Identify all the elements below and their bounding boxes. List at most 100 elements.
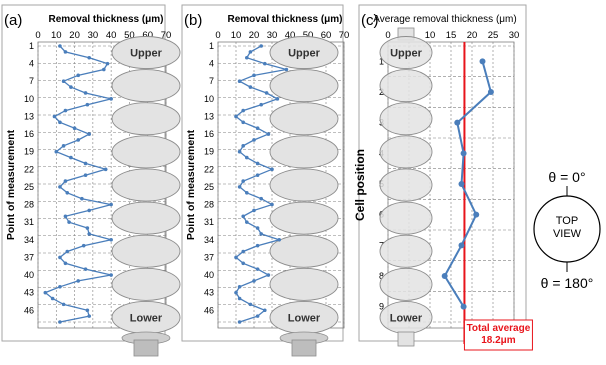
data-point [58, 185, 62, 189]
data-point [248, 85, 253, 89]
panel-label: (b) [184, 12, 202, 29]
y-axis-label: Point of measurement [185, 129, 197, 240]
data-point [85, 226, 90, 230]
data-point [237, 79, 242, 84]
x-tick-label: 60 [142, 30, 153, 41]
cavity-cell [379, 168, 433, 202]
y-tick-label: 34 [24, 235, 34, 245]
chart-title: Average removal thickness (μm) [373, 14, 516, 25]
data-point [72, 126, 77, 131]
data-point [52, 114, 57, 119]
x-tick-label: 10 [51, 30, 62, 41]
data-point [479, 58, 486, 65]
data-point [255, 126, 260, 131]
cavity-cell [379, 102, 433, 136]
data-point [58, 44, 62, 48]
data-point [255, 314, 260, 318]
data-point [454, 119, 461, 126]
data-point [234, 290, 238, 295]
data-point [241, 108, 245, 113]
y-tick-label: 46 [204, 305, 214, 315]
panel-b: (b) Removal thickness (μm) 0 10 20 30 40 50 60 70… [181, 4, 349, 357]
x-tick-label: 0 [385, 30, 390, 41]
data-point [263, 308, 267, 313]
y-tick-label: 31 [204, 217, 214, 227]
data-point [58, 120, 62, 125]
cavity-cell [111, 102, 181, 136]
x-tick-label: 30 [267, 30, 278, 41]
data-point [441, 273, 448, 279]
data-point [103, 167, 108, 172]
data-point [266, 132, 271, 136]
data-point [61, 144, 66, 148]
data-point [69, 155, 73, 160]
data-point [241, 179, 245, 183]
data-point [76, 73, 81, 78]
chart-title: Removal thickness (μm) [227, 14, 342, 25]
y-tick-label: 13 [204, 111, 214, 121]
y-tick-label: 46 [24, 305, 34, 315]
data-point [263, 61, 267, 66]
y-tick-label: 22 [204, 164, 214, 174]
data-point [67, 220, 71, 224]
data-point [255, 267, 260, 271]
data-point [83, 161, 88, 166]
data-point [234, 114, 238, 119]
y-tick-label: 9 [379, 302, 384, 312]
cavity-cell [379, 69, 433, 103]
beam-pipe [133, 339, 159, 357]
data-point [81, 243, 86, 248]
data-point [460, 150, 467, 157]
data-point [458, 242, 465, 249]
data-point [259, 44, 264, 48]
y-tick-label: 22 [24, 164, 34, 174]
y-tick-label: 10 [204, 94, 214, 104]
theta-0-label: θ = 0° [548, 169, 585, 185]
panel-a: (a) Removal thickness (μm) 0 10 20 30 40 50 60 70… [1, 4, 181, 357]
y-tick-label: 43 [24, 288, 34, 298]
data-point [109, 273, 113, 277]
data-point [270, 202, 274, 207]
lower-cell-label: Lower [130, 312, 163, 324]
data-point [487, 89, 494, 95]
y-tick-label: 19 [24, 147, 34, 157]
cavity-cell [269, 234, 339, 268]
cavity-cell [269, 36, 339, 70]
x-tick-label: 30 [88, 30, 99, 41]
x-tick-label: 20 [69, 30, 80, 41]
data-point [255, 161, 260, 166]
data-point [248, 302, 253, 307]
data-point [87, 232, 91, 236]
y-tick-label: 43 [204, 288, 214, 298]
data-point [80, 196, 84, 201]
x-tick-label: 10 [425, 30, 436, 41]
data-point [245, 191, 249, 195]
data-point [109, 237, 113, 242]
data-point [109, 97, 113, 101]
y-tick-label: 40 [204, 270, 214, 280]
data-point [255, 226, 260, 230]
panel-label: (c) [361, 12, 379, 29]
chart-title: Removal thickness (μm) [48, 14, 163, 25]
x-tick-label: 0 [35, 30, 40, 41]
theta-180-label: θ = 180° [541, 275, 594, 291]
y-tick-label: 28 [24, 200, 34, 210]
data-point [264, 91, 269, 95]
x-tick-label: 50 [124, 30, 135, 41]
y-tick-label: 7 [209, 76, 214, 86]
data-point [255, 173, 260, 177]
data-point [284, 67, 289, 72]
data-point [248, 50, 253, 54]
cavity-cell [111, 135, 181, 169]
data-point [255, 243, 260, 248]
y-tick-label: 1 [209, 41, 214, 51]
cavity-cell [379, 36, 433, 70]
data-point [241, 120, 245, 125]
y-tick-label: 13 [24, 111, 34, 121]
data-point [458, 181, 465, 187]
series-line [44, 45, 112, 323]
data-point [83, 267, 88, 271]
cavity-cell [111, 168, 181, 202]
data-point [259, 102, 264, 107]
